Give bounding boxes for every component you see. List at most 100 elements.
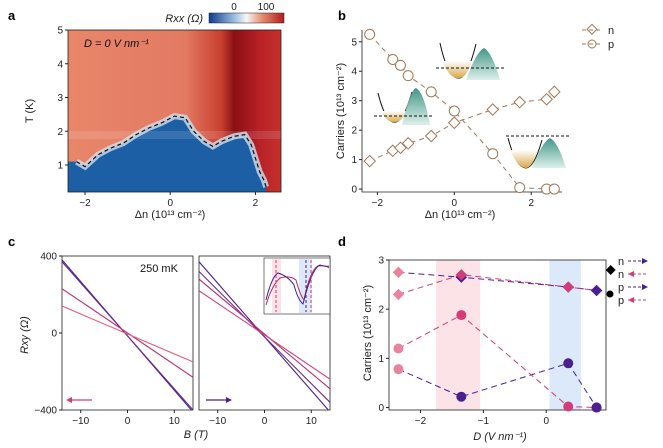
panel-b-xtick-label: −2: [372, 198, 384, 209]
hall-right-xtick-label: 10: [306, 416, 318, 427]
point-n: [363, 154, 377, 168]
panel-d-ytick-label: 3: [378, 256, 384, 267]
point-p: [393, 364, 404, 375]
band-inset-middle: [436, 42, 506, 80]
panel-b-ytick-label: 3: [351, 96, 357, 107]
colorbar-tick-min: 0: [231, 2, 237, 13]
panel-d-ytick-label: 1: [378, 354, 384, 365]
series-line: [398, 271, 597, 291]
panel-c-xlabel: B (T): [184, 429, 209, 441]
panel-d-ytick-label: 2: [378, 305, 384, 316]
heatmap-ytick-label: 3: [57, 93, 63, 104]
point-p: [364, 28, 376, 40]
point-p: [393, 343, 404, 354]
colorbar-label: Rxx (Ω): [165, 13, 203, 25]
point-p: [563, 401, 574, 412]
sweep-inset: [263, 257, 331, 315]
heatmap-panel-a: D = 0 V nm⁻¹ −2 0 2 1 2 3 4 5 Δn (10¹³ cm⁻²) T …: [24, 2, 285, 221]
panel-d-legend: n n p p: [605, 256, 648, 307]
hall-lines-left: [62, 259, 193, 410]
panel-d-ylabel: Carriers (10¹³ cm⁻²): [362, 285, 374, 381]
legend-n-forward-label: n: [618, 256, 624, 268]
heatmap-ytick-label: 4: [57, 59, 63, 70]
point-n: [547, 85, 561, 99]
heatmap-boundary-dashed: [76, 115, 267, 188]
carriers-panel-d: −2 −1 0 0 1 2 3 D (V nm⁻¹) Carriers (10¹³ cm⁻²…: [362, 256, 648, 443]
hall-left-ytick-label: 0: [51, 329, 57, 340]
hall-left-ytick-label: −400: [34, 406, 57, 417]
point-n: [392, 266, 405, 278]
point-n: [562, 281, 574, 293]
point-p: [456, 310, 467, 321]
carriers-vs-field-plot: −2 −1 0 0 1 2 3: [378, 256, 607, 427]
panel-b-ytick-label: 4: [351, 67, 357, 78]
series-line: [398, 274, 597, 295]
point-n: [424, 129, 438, 143]
heatmap-ytick-label: 2: [57, 127, 63, 138]
panel-b-ytick-label: 2: [351, 126, 357, 137]
hall-left-ytick-label: 400: [40, 252, 57, 263]
series-line: [398, 314, 597, 409]
band-inset-left: [374, 88, 434, 125]
legend-p-marker-filled: [606, 290, 614, 298]
legend-n-marker: [586, 23, 598, 35]
hall-trace: [199, 278, 330, 390]
panel-b-ytick-label: 0: [351, 185, 357, 196]
point-p: [487, 148, 499, 160]
panel-label-a: a: [8, 8, 16, 23]
panel-d-frame: [388, 259, 607, 411]
legend-n-marker-filled: [605, 265, 616, 275]
heatmap-axes: −2 0 2 1 2 3 4 5: [57, 26, 258, 210]
panel-b-xlabel: Δn (10¹³ cm⁻²): [425, 209, 496, 221]
hall-resistance-plots: −10 0 10 −400 0 400 −10 0 10: [34, 252, 331, 427]
carriers-vs-density-plot: −2 0 2 0 1 2 3 4 5: [351, 28, 562, 209]
legend-n-label: n: [608, 25, 614, 37]
hall-right-xtick-label: 0: [262, 416, 268, 427]
point-p: [514, 182, 526, 194]
heatmap-ytick-label: 5: [57, 26, 63, 37]
panel-label-b: b: [338, 8, 346, 23]
point-p: [563, 358, 574, 369]
panel-b-xtick-label: 2: [528, 198, 534, 209]
hall-trace: [62, 261, 193, 410]
hall-left-xtick-label: 10: [169, 416, 181, 427]
hall-left-xtick-label: 0: [125, 416, 131, 427]
hall-lines-right: [199, 261, 330, 410]
point-n: [590, 284, 603, 297]
panel-label-c: c: [8, 234, 15, 249]
point-p: [425, 86, 437, 98]
legend-p-marker: [587, 39, 597, 49]
panel-d-xtick-label: 0: [543, 416, 549, 427]
panel-b-ytick-label: 5: [351, 37, 357, 48]
point-n: [447, 116, 461, 130]
point-p: [387, 53, 399, 65]
hall-panel-c: −10 0 10 −400 0 400 −10 0 10 250 mK B (T) Rxy (Ω…: [19, 252, 331, 441]
panel-b-axis-lines: [361, 30, 562, 193]
point-p: [402, 70, 414, 82]
hall-trace: [62, 305, 193, 363]
hall-left-xtick-label: −10: [72, 416, 89, 427]
legend-n-backward-label: n: [618, 269, 624, 281]
legend-p-forward-label: p: [618, 282, 624, 294]
point-n: [392, 288, 405, 301]
heatmap-xlabel: Δn (10¹³ cm⁻²): [135, 209, 206, 221]
panel-d-xlabel: D (V nm⁻¹): [473, 431, 527, 443]
point-n: [455, 269, 467, 281]
heatmap-cold-region: [68, 116, 267, 192]
point-n: [486, 103, 500, 116]
heatmap-xtick-label: 2: [253, 198, 259, 209]
hall-right-xtick-label: −10: [209, 416, 226, 427]
hall-trace: [62, 288, 193, 378]
temperature-annotation: 250 mK: [140, 263, 179, 275]
panel-d-xtick-label: −1: [478, 416, 490, 427]
heatmap-xtick-label: 0: [167, 198, 173, 209]
heatmap-ytick-label: 1: [57, 161, 63, 172]
point-p: [591, 402, 602, 413]
point-n: [540, 92, 553, 106]
panel-b-xtick-label: 0: [452, 198, 458, 209]
blue-band: [549, 260, 581, 410]
band-inset-right: [506, 135, 570, 169]
panel-d-ytick-label: 0: [378, 403, 384, 414]
heatmap-title: D = 0 V nm⁻¹: [84, 38, 149, 50]
